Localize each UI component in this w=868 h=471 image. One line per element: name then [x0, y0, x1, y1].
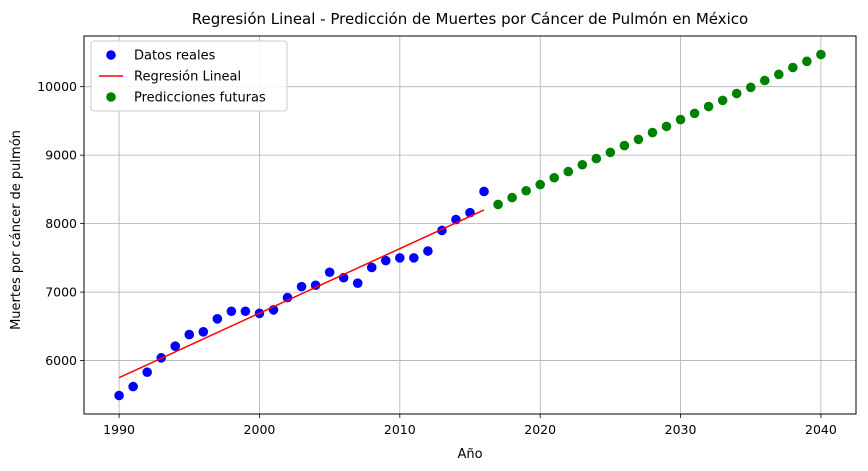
plot-marks: [114, 49, 826, 401]
point-datos-reales: [226, 306, 237, 317]
y-tick-label: 8000: [45, 216, 77, 231]
y-tick-label: 6000: [45, 353, 77, 368]
y-tick-label: 9000: [45, 148, 77, 163]
legend-label-predicciones-futuras: Predicciones futuras: [134, 91, 266, 106]
point-predicciones-futuras: [619, 140, 630, 151]
x-tick-label: 2010: [384, 422, 416, 437]
y-tick-label: 7000: [45, 285, 77, 300]
point-predicciones-futuras: [717, 95, 728, 106]
y-tick-label: 10000: [37, 79, 77, 94]
point-predicciones-futuras: [605, 147, 616, 158]
chart-title: Regresión Lineal - Predicción de Muertes…: [192, 10, 748, 28]
point-predicciones-futuras: [661, 121, 672, 132]
point-datos-reales: [395, 253, 405, 263]
point-predicciones-futuras: [535, 179, 545, 190]
point-predicciones-futuras: [703, 101, 714, 112]
x-tick-label: 2040: [805, 422, 837, 437]
point-datos-reales: [296, 281, 307, 292]
ticks: 1990 2000 2010 2020 2030 2040 6000 7000 8000 9000…: [37, 79, 837, 437]
point-predicciones-futuras: [577, 159, 588, 170]
y-axis-label: Muertes por cáncer de pulmón: [9, 130, 24, 330]
point-predicciones-futuras: [788, 62, 798, 73]
legend-swatch-predicciones-futuras: [106, 92, 116, 102]
legend-box: [90, 40, 288, 112]
point-datos-reales: [170, 341, 181, 352]
legend-swatch-datos-reales: [106, 50, 116, 60]
x-tick-label: 2020: [524, 422, 556, 437]
point-datos-reales: [184, 329, 195, 340]
point-predicciones-futuras: [507, 192, 517, 203]
point-predicciones-futuras: [647, 127, 658, 138]
point-predicciones-futuras: [731, 88, 742, 99]
point-datos-reales: [198, 327, 209, 337]
point-datos-reales: [366, 262, 377, 273]
axes-frame: [83, 35, 857, 415]
point-datos-reales: [114, 390, 124, 401]
x-axis-label: Año: [457, 447, 482, 462]
point-predicciones-futuras: [493, 199, 503, 210]
point-datos-reales: [423, 246, 433, 256]
x-tick-label: 2030: [665, 422, 697, 437]
x-tick-label: 2000: [244, 422, 276, 437]
legend-label-datos-reales: Datos reales: [134, 49, 216, 64]
point-predicciones-futuras: [759, 75, 770, 86]
legend: Datos reales Regresión Lineal Predicciones…: [90, 40, 288, 112]
point-predicciones-futuras: [802, 56, 812, 67]
legend-label-regresion-lineal: Regresión Lineal: [134, 70, 241, 85]
point-predicciones-futuras: [591, 153, 602, 164]
grid: [84, 36, 856, 414]
point-predicciones-futuras: [549, 172, 560, 183]
point-predicciones-futuras: [633, 134, 644, 145]
point-predicciones-futuras: [675, 114, 686, 125]
point-predicciones-futuras: [521, 185, 531, 196]
point-predicciones-futuras: [563, 166, 574, 177]
point-datos-reales: [142, 367, 152, 378]
point-datos-reales: [479, 186, 489, 197]
series-line-regresion-lineal: [118, 209, 485, 379]
point-datos-reales: [380, 255, 391, 266]
point-datos-reales: [352, 278, 363, 289]
point-datos-reales: [324, 267, 335, 278]
point-datos-reales: [212, 314, 223, 324]
point-datos-reales: [240, 306, 251, 317]
point-datos-reales: [128, 381, 138, 392]
point-predicciones-futuras: [816, 49, 826, 60]
point-datos-reales: [409, 253, 419, 263]
point-predicciones-futuras: [689, 108, 700, 119]
point-predicciones-futuras: [774, 69, 784, 80]
point-predicciones-futuras: [745, 82, 756, 93]
x-tick-label: 1990: [103, 422, 135, 437]
